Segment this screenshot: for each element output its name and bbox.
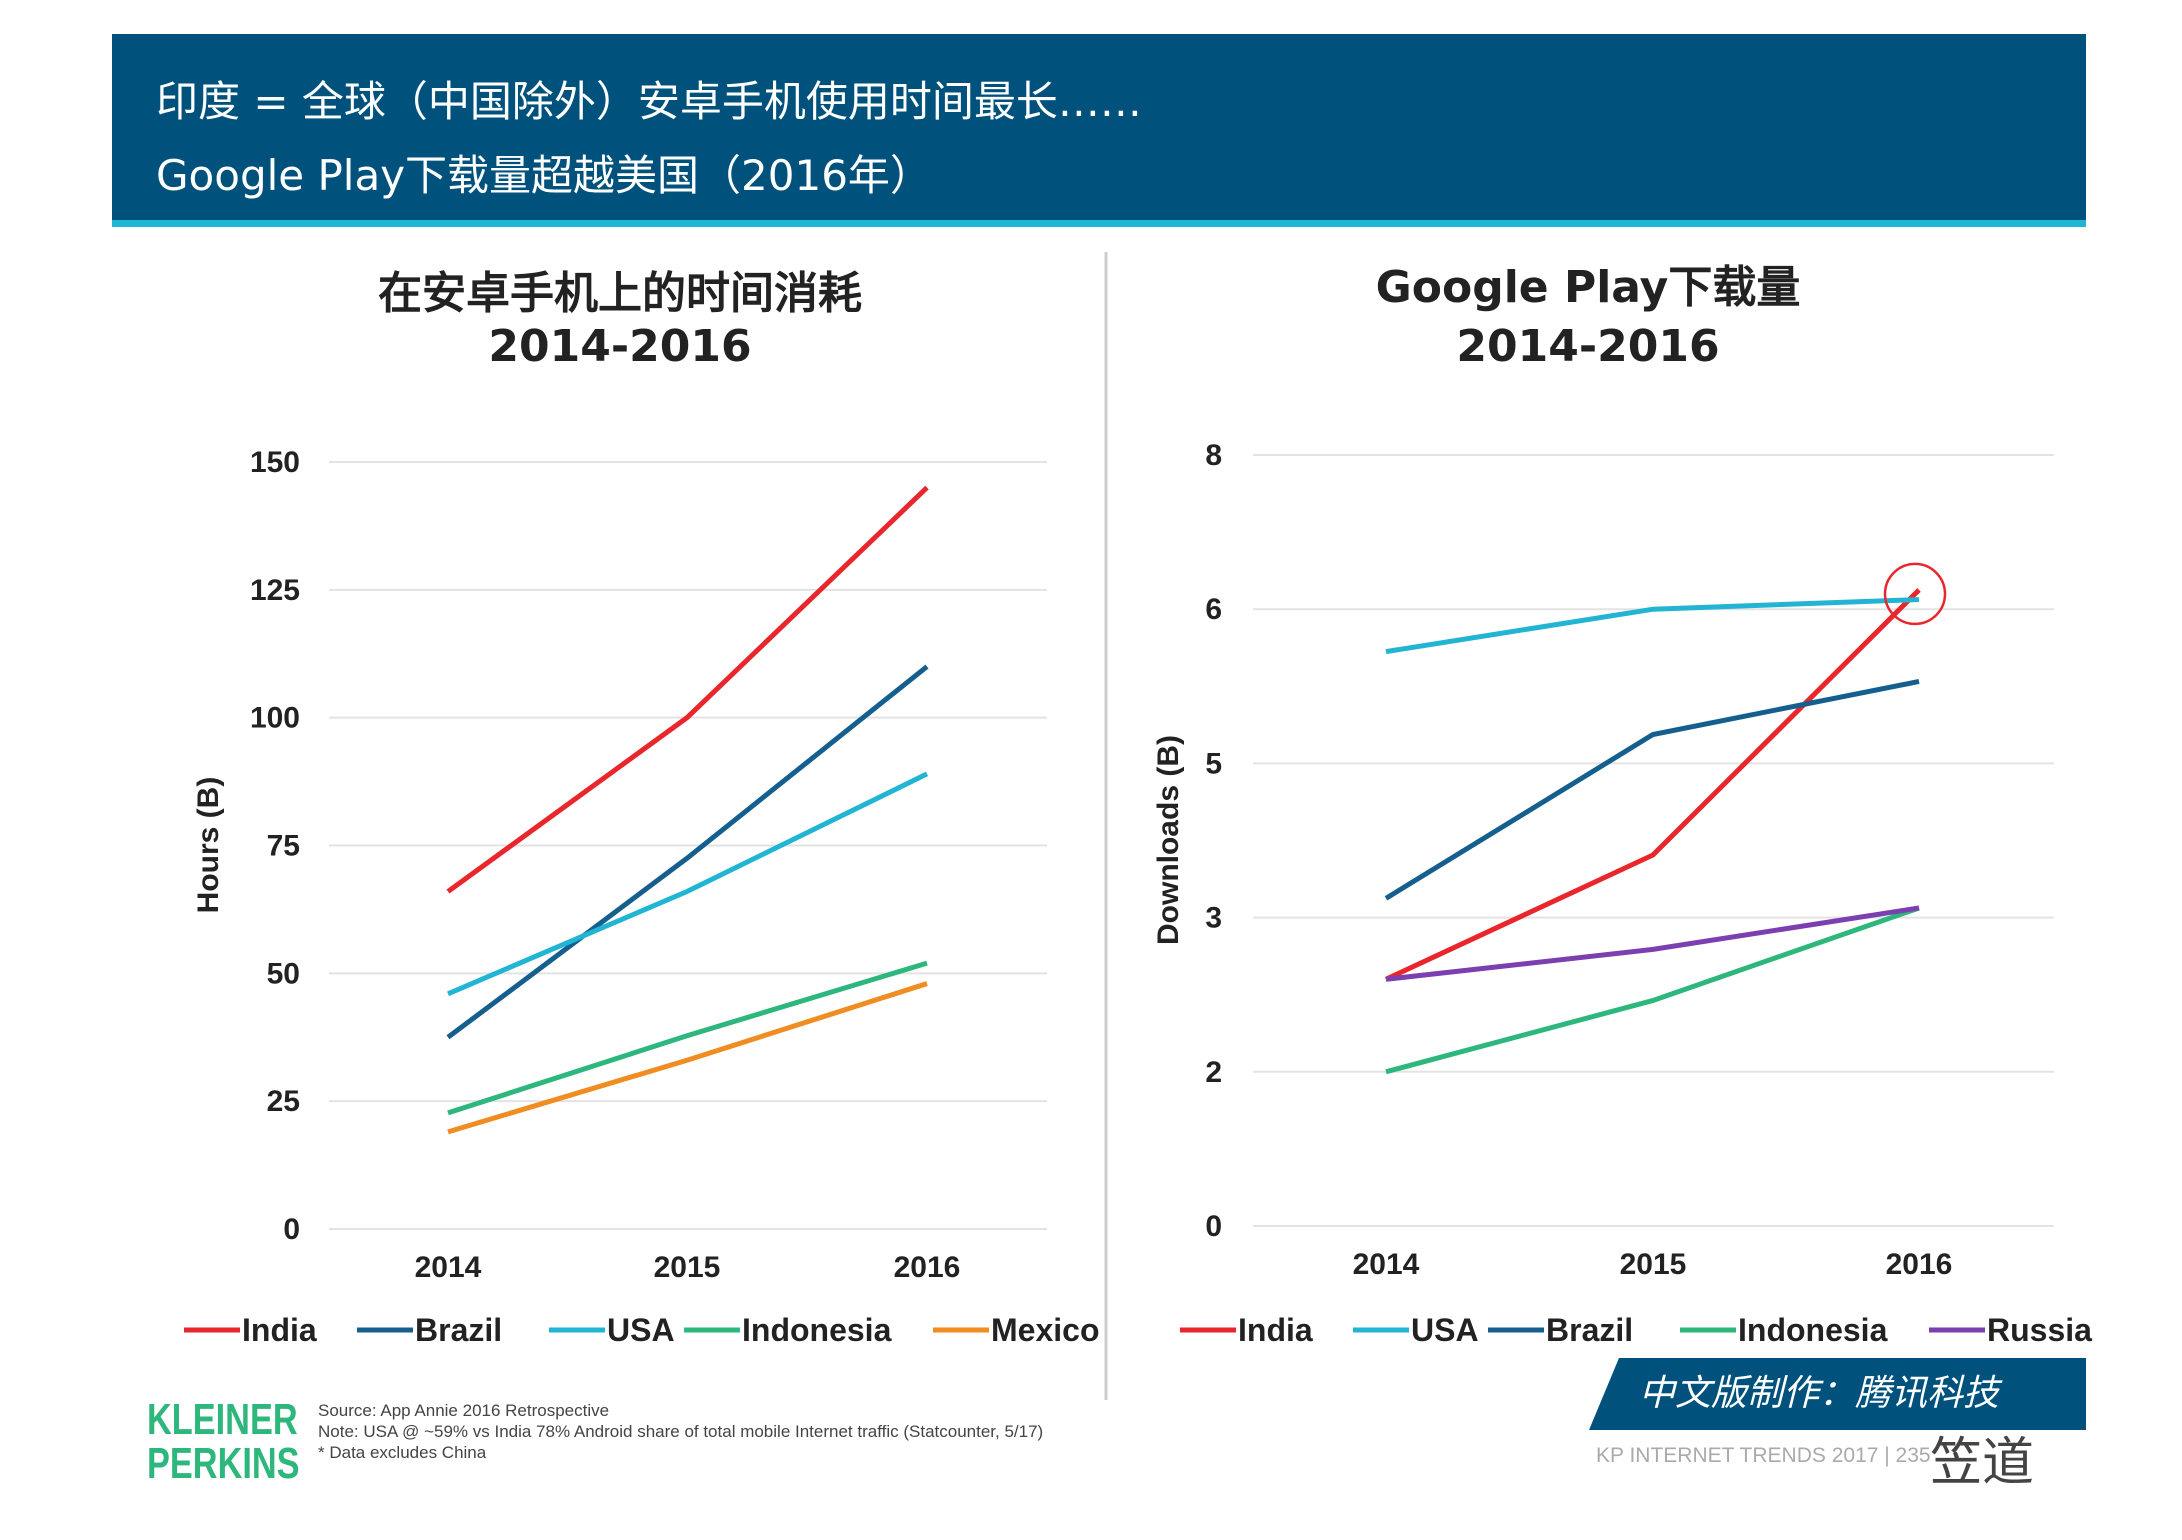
series-line-india — [1384, 588, 1921, 982]
y-tick-label: 0 — [283, 1213, 300, 1246]
series-line-usa — [447, 771, 929, 997]
y-axis-label: Hours (B) — [192, 777, 225, 914]
source-note: Source: App Annie 2016 Retrospective — [318, 1401, 610, 1420]
x-tick-label: 2015 — [654, 1251, 721, 1284]
highlight-circle — [1883, 562, 1947, 626]
y-tick-label: 25 — [267, 1085, 300, 1118]
translation-badge: 中文版制作：腾讯科技 — [1589, 1358, 2086, 1430]
legend-label: India — [242, 1312, 317, 1348]
legend-label: Indonesia — [742, 1312, 892, 1348]
chart-downloads: Google Play下载量 2014-2016 0 2 3 5 6 8 2014 2015 201… — [1152, 262, 2092, 1348]
chart-title: Google Play下载量 — [1376, 262, 1801, 313]
series-line-brazil — [446, 664, 929, 1040]
legend-label: USA — [1411, 1312, 1479, 1348]
y-tick-label: 2 — [1205, 1056, 1222, 1089]
y-tick-label: 125 — [250, 574, 300, 607]
x-tick-label: 2016 — [1886, 1248, 1953, 1281]
series-line-mexico — [447, 981, 928, 1135]
series-line-russia — [1385, 905, 1920, 982]
legend-label: India — [1238, 1312, 1313, 1348]
kleiner-perkins-logo: KLEINER PERKINS — [147, 1395, 300, 1488]
chart-title: 在安卓手机上的时间消耗 — [378, 268, 862, 319]
series-line-indonesia — [447, 960, 928, 1116]
chart-subtitle: 2014-2016 — [1456, 321, 1719, 372]
legend-label: Russia — [1987, 1312, 2092, 1348]
y-tick-label: 5 — [1205, 747, 1222, 780]
legend-label: USA — [607, 1312, 675, 1348]
y-tick-label: 75 — [267, 830, 300, 863]
legend-label: Brazil — [415, 1312, 502, 1348]
legend-label: Brazil — [1546, 1312, 1633, 1348]
note: Note: USA @ ~59% vs India 78% Android sh… — [318, 1422, 1044, 1441]
trends-footer: KP INTERNET TRENDS 2017 | 235 — [1596, 1444, 1931, 1467]
legend-label: Indonesia — [1738, 1312, 1888, 1348]
x-tick-label: 2014 — [415, 1251, 482, 1284]
y-tick-label: 150 — [250, 446, 300, 479]
chart-subtitle: 2014-2016 — [488, 321, 751, 372]
footnotes: Source: App Annie 2016 Retrospective Not… — [318, 1400, 1043, 1463]
header-line-1: 印度 = 全球（中国除外）安卓手机使用时间最长…… — [156, 77, 1142, 126]
watermark: 笠道 — [1930, 1433, 2035, 1493]
y-tick-label: 3 — [1205, 902, 1222, 935]
y-tick-label: 100 — [250, 702, 300, 735]
x-tick-label: 2016 — [894, 1251, 961, 1284]
legend-label: Mexico — [991, 1312, 1099, 1348]
y-tick-label: 6 — [1205, 593, 1222, 626]
series-line-india — [446, 485, 929, 894]
exclusion-note: * Data excludes China — [318, 1443, 487, 1462]
y-tick-label: 50 — [267, 957, 300, 990]
y-tick-label: 8 — [1205, 439, 1222, 472]
y-tick-label: 0 — [1205, 1210, 1222, 1243]
series-line-brazil — [1384, 679, 1920, 901]
y-axis-label: Downloads (B) — [1152, 735, 1185, 945]
series-line-indonesia — [1385, 905, 1920, 1075]
header-line-2: Google Play下载量超越美国（2016年） — [156, 151, 932, 200]
header-banner: 印度 = 全球（中国除外）安卓手机使用时间最长…… Google Play下载量… — [112, 34, 2086, 227]
x-tick-label: 2015 — [1620, 1248, 1687, 1281]
series-line-usa — [1385, 597, 1920, 655]
x-tick-label: 2014 — [1353, 1248, 1420, 1281]
